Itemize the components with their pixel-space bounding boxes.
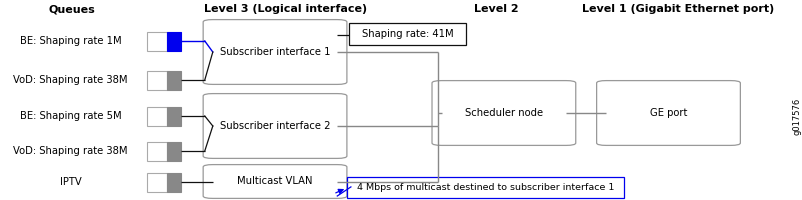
Text: Scheduler node: Scheduler node (464, 108, 542, 118)
FancyBboxPatch shape (596, 81, 739, 145)
FancyBboxPatch shape (203, 94, 346, 158)
Text: GE port: GE port (649, 108, 687, 118)
Text: VoD: Shaping rate 38M: VoD: Shaping rate 38M (14, 146, 128, 156)
Bar (147, 142, 167, 160)
Text: Shaping rate: 41M: Shaping rate: 41M (361, 29, 453, 39)
Bar (167, 71, 181, 90)
Text: Level 1 (Gigabit Ethernet port): Level 1 (Gigabit Ethernet port) (581, 4, 774, 14)
Bar (147, 71, 167, 90)
Bar (167, 31, 181, 50)
Text: Level 3 (Logical interface): Level 3 (Logical interface) (203, 4, 367, 14)
Text: Level 2: Level 2 (473, 4, 518, 14)
Bar (147, 106, 167, 126)
Text: 4 Mbps of multicast destined to subscriber interface 1: 4 Mbps of multicast destined to subscrib… (356, 183, 614, 192)
Text: Subscriber interface 2: Subscriber interface 2 (220, 121, 330, 131)
Text: BE: Shaping rate 1M: BE: Shaping rate 1M (20, 36, 121, 46)
Bar (147, 172, 167, 192)
FancyBboxPatch shape (203, 165, 346, 198)
Text: BE: Shaping rate 5M: BE: Shaping rate 5M (20, 111, 121, 121)
Bar (167, 172, 181, 192)
Text: Subscriber interface 1: Subscriber interface 1 (220, 47, 330, 57)
Bar (147, 31, 167, 50)
Bar (349, 23, 465, 45)
Bar (167, 106, 181, 126)
Bar (167, 142, 181, 160)
Text: g017576: g017576 (792, 97, 801, 135)
Text: Queues: Queues (49, 4, 95, 14)
Text: Multicast VLAN: Multicast VLAN (237, 176, 313, 186)
Bar (346, 177, 623, 198)
Text: VoD: Shaping rate 38M: VoD: Shaping rate 38M (14, 75, 128, 85)
FancyBboxPatch shape (431, 81, 575, 145)
FancyBboxPatch shape (203, 20, 346, 84)
Text: IPTV: IPTV (59, 177, 82, 187)
